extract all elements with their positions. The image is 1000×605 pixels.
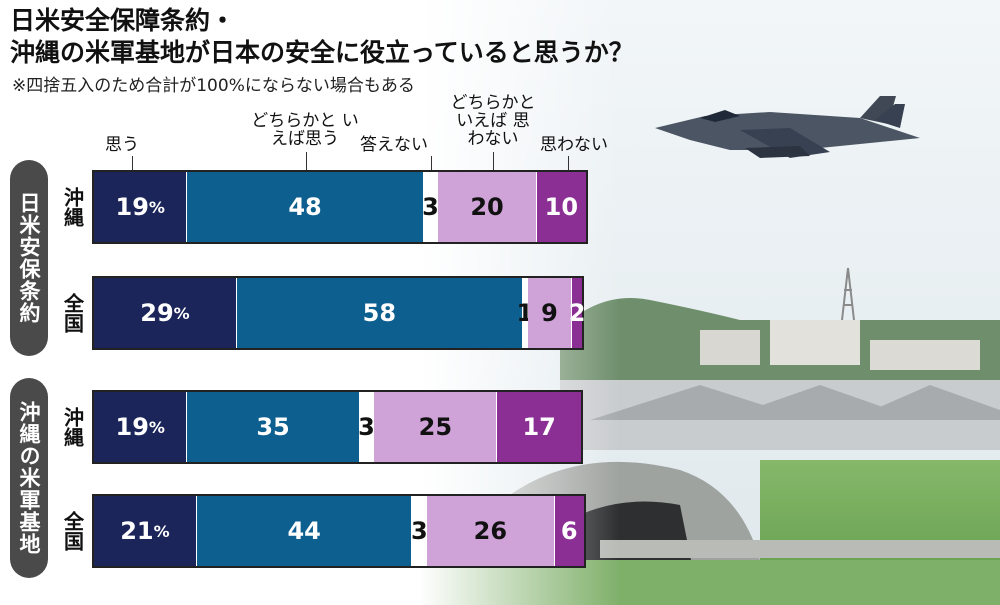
- value-label: 21: [120, 517, 154, 545]
- value-label: 3: [422, 193, 439, 221]
- percent-sign: %: [148, 417, 165, 437]
- segment-dochiraka-omowanai: 26: [427, 496, 555, 566]
- value-label: 17: [522, 413, 556, 441]
- stacked-bar: 29% 58 1 9 2: [92, 276, 585, 350]
- stacked-bar: 19% 35 3 25 17: [92, 390, 583, 464]
- segment-dochiraka-omou: 58: [236, 278, 523, 348]
- row-label-zenkoku: 全国: [60, 293, 85, 333]
- value-label: 3: [358, 413, 375, 441]
- stacked-bar: 19% 48 3 20 10: [92, 170, 588, 244]
- row-label-okinawa: 沖縄: [60, 407, 85, 447]
- leader-line: [306, 152, 307, 170]
- value-label: 3: [410, 517, 428, 545]
- group-label-kichi: 沖縄の米軍基地: [10, 378, 48, 578]
- hangar-roofs: [590, 385, 1000, 420]
- group-label-anpo: 日米安保条約: [10, 160, 48, 356]
- segment-kotaenai: 3: [422, 172, 439, 242]
- segment-dochiraka-omou: 44: [196, 496, 413, 566]
- segment-omowanai: 6: [554, 496, 584, 566]
- rounding-note: ※四捨五入のため合計が100%にならない場合もある: [12, 76, 415, 96]
- value-label: 9: [541, 299, 558, 327]
- value-label: 58: [362, 299, 397, 327]
- fighter-jet: [655, 96, 920, 158]
- value-label: 29: [140, 299, 174, 327]
- segment-omou: 29%: [94, 278, 237, 348]
- value-label: 26: [473, 517, 508, 545]
- value-label: 20: [470, 193, 504, 221]
- segment-dochiraka-omowanai: 25: [374, 392, 498, 462]
- category-label-dochiraka-omou: どちらかと いえば思う: [251, 111, 359, 149]
- runway: [600, 540, 1000, 558]
- segment-omou: 19%: [94, 392, 188, 462]
- leader-line: [568, 156, 569, 170]
- value-label: 19: [115, 193, 149, 221]
- value-label: 6: [560, 517, 578, 545]
- value-label: 44: [287, 517, 321, 545]
- building: [870, 340, 980, 370]
- row-label-okinawa: 沖縄: [60, 187, 85, 227]
- category-label-omou: 思う: [105, 135, 139, 155]
- segment-omowanai: 2: [569, 278, 585, 348]
- category-label-dochiraka-omowanai: どちらかと いえば 思わない: [450, 93, 536, 149]
- segment-dochiraka-omowanai: 20: [438, 172, 537, 242]
- segment-kotaenai: 3: [410, 496, 428, 566]
- value-label: 25: [418, 413, 453, 441]
- leader-line: [493, 152, 494, 170]
- segment-omou: 19%: [94, 172, 188, 242]
- leader-line: [132, 156, 133, 170]
- segment-dochiraka-omou: 48: [187, 172, 424, 242]
- value-label: 2: [568, 299, 586, 327]
- category-label-kotaenai: 答えない: [360, 135, 428, 155]
- leader-line: [431, 156, 432, 170]
- value-label: 48: [288, 193, 322, 221]
- segment-omowanai: 10: [536, 172, 586, 242]
- segment-kotaenai: 3: [358, 392, 375, 462]
- value-label: 35: [256, 413, 290, 441]
- percent-sign: %: [173, 303, 190, 323]
- building: [770, 320, 860, 365]
- antenna-tower: [841, 267, 855, 321]
- value-label: 19: [115, 413, 149, 441]
- building: [700, 330, 760, 365]
- chart-title-line2: 沖縄の米軍基地が日本の安全に役立っていると思うか？: [10, 38, 634, 67]
- segment-omowanai: 17: [497, 392, 581, 462]
- value-label: 10: [544, 193, 579, 221]
- segment-dochiraka-omou: 35: [187, 392, 360, 462]
- category-label-omowanai: 思わない: [540, 135, 608, 155]
- chart-title-line1: 日米安全保障条約・: [10, 6, 236, 35]
- stacked-bar: 21% 44 3 26 6: [92, 494, 586, 568]
- segment-dochiraka-omowanai: 9: [527, 278, 573, 348]
- row-label-zenkoku: 全国: [60, 511, 85, 551]
- segment-omou: 21%: [94, 496, 197, 566]
- percent-sign: %: [148, 197, 165, 217]
- percent-sign: %: [153, 521, 170, 541]
